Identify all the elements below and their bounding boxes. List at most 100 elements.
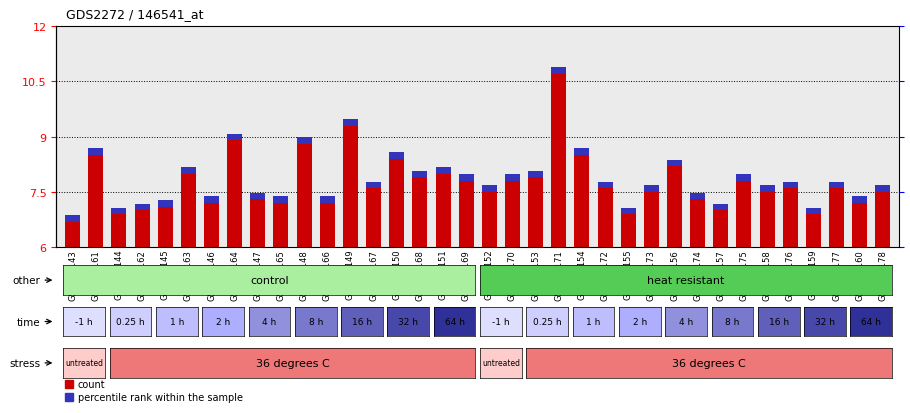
Text: 0.25 h: 0.25 h	[533, 317, 561, 326]
Text: 36 degrees C: 36 degrees C	[672, 358, 746, 368]
Bar	[228, 134, 242, 141]
Bar	[389, 159, 404, 248]
Bar	[135, 211, 149, 248]
Bar	[436, 168, 450, 174]
Bar	[297, 145, 311, 248]
Text: 2 h: 2 h	[216, 317, 230, 326]
Bar	[343, 120, 358, 126]
Text: heat resistant: heat resistant	[647, 275, 724, 285]
Bar	[157, 201, 173, 207]
Text: -1 h: -1 h	[492, 317, 510, 326]
Text: 32 h: 32 h	[815, 317, 835, 326]
Bar	[366, 189, 381, 248]
Text: untreated: untreated	[66, 358, 103, 368]
Bar	[343, 126, 358, 248]
Bar	[852, 197, 867, 204]
Text: 16 h: 16 h	[352, 317, 372, 326]
Text: 16 h: 16 h	[769, 317, 789, 326]
Bar	[412, 178, 428, 248]
Bar	[319, 197, 335, 204]
Bar	[505, 175, 520, 182]
Text: 64 h: 64 h	[861, 317, 881, 326]
Text: stress: stress	[9, 358, 41, 368]
Bar	[736, 175, 752, 182]
Bar	[505, 182, 520, 248]
Text: 8 h: 8 h	[308, 317, 323, 326]
Bar	[713, 204, 728, 211]
Bar	[135, 204, 149, 211]
Bar	[736, 182, 752, 248]
Bar	[574, 156, 590, 248]
Bar	[760, 186, 774, 192]
Bar	[181, 174, 196, 248]
Bar	[528, 178, 543, 248]
Bar	[829, 182, 844, 189]
Text: -1 h: -1 h	[76, 317, 93, 326]
Text: time: time	[17, 317, 41, 327]
Bar	[111, 215, 126, 248]
Bar	[644, 192, 659, 248]
Text: 1 h: 1 h	[586, 317, 601, 326]
Text: 2 h: 2 h	[632, 317, 647, 326]
Bar	[181, 168, 196, 174]
Bar	[667, 160, 682, 167]
Bar	[806, 215, 821, 248]
Bar	[66, 222, 80, 248]
Text: other: other	[13, 275, 41, 285]
Text: 8 h: 8 h	[725, 317, 740, 326]
Bar	[459, 175, 474, 182]
Bar	[551, 75, 566, 248]
Bar	[412, 171, 428, 178]
Text: 36 degrees C: 36 degrees C	[256, 358, 329, 368]
Bar	[690, 193, 705, 200]
Bar	[157, 207, 173, 248]
Bar	[319, 204, 335, 248]
Text: 64 h: 64 h	[445, 317, 465, 326]
Bar	[598, 189, 612, 248]
Bar	[459, 182, 474, 248]
Bar	[481, 186, 497, 192]
Bar	[250, 193, 266, 200]
Text: 4 h: 4 h	[262, 317, 277, 326]
Text: control: control	[250, 275, 288, 285]
Text: untreated: untreated	[482, 358, 520, 368]
Bar	[598, 182, 612, 189]
Bar	[690, 200, 705, 248]
Bar	[783, 182, 798, 189]
Bar	[574, 149, 590, 156]
Bar	[528, 171, 543, 178]
Bar	[713, 211, 728, 248]
Text: 1 h: 1 h	[169, 317, 184, 326]
Bar	[366, 182, 381, 189]
Bar	[250, 200, 266, 248]
Bar	[88, 149, 104, 156]
Bar	[667, 167, 682, 248]
Bar	[621, 215, 636, 248]
Bar	[204, 204, 219, 248]
Bar	[783, 189, 798, 248]
Bar	[875, 186, 890, 192]
Bar	[66, 216, 80, 222]
Bar	[829, 189, 844, 248]
Bar	[852, 204, 867, 248]
Bar	[228, 141, 242, 248]
Bar	[436, 174, 450, 248]
Bar	[551, 68, 566, 75]
Text: 32 h: 32 h	[399, 317, 419, 326]
Bar	[621, 208, 636, 215]
Bar	[760, 192, 774, 248]
Bar	[297, 138, 311, 145]
Text: 0.25 h: 0.25 h	[116, 317, 145, 326]
Bar	[389, 153, 404, 159]
Legend: count, percentile rank within the sample: count, percentile rank within the sample	[61, 375, 247, 406]
Bar	[88, 156, 104, 248]
Bar	[111, 208, 126, 215]
Bar	[273, 197, 288, 204]
Bar	[644, 186, 659, 192]
Bar	[273, 204, 288, 248]
Bar	[806, 208, 821, 215]
Text: GDS2272 / 146541_at: GDS2272 / 146541_at	[66, 8, 203, 21]
Bar	[204, 197, 219, 204]
Text: 4 h: 4 h	[679, 317, 693, 326]
Bar	[875, 192, 890, 248]
